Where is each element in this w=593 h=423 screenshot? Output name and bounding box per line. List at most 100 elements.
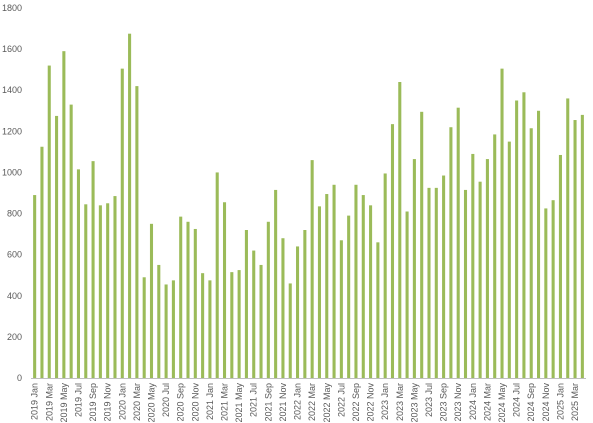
bar <box>529 128 533 378</box>
bar <box>463 189 468 378</box>
bar <box>98 205 102 378</box>
bar <box>208 280 212 378</box>
bar <box>193 228 197 378</box>
bar <box>580 114 584 378</box>
bar <box>427 187 431 378</box>
bar <box>120 68 124 378</box>
x-tick-label: 2020 Nov <box>190 383 200 422</box>
x-tick-label: 2022 Jul <box>336 383 346 417</box>
bar <box>135 86 139 379</box>
x-tick-label: 2022 Sep <box>351 383 361 422</box>
bar <box>296 246 300 378</box>
bar <box>369 205 373 378</box>
bar <box>485 159 489 378</box>
bar <box>84 204 88 378</box>
bar <box>544 208 548 378</box>
bar <box>325 194 329 378</box>
y-tick-label: 1200 <box>2 126 22 136</box>
x-tick-label: 2021 May <box>234 383 244 423</box>
bar <box>376 242 380 378</box>
x-tick-label: 2021 Jul <box>249 383 259 417</box>
y-tick-label: 200 <box>7 332 22 342</box>
x-tick-label: 2021 Mar <box>220 383 230 421</box>
bar <box>310 160 314 378</box>
bar <box>33 195 37 378</box>
bar <box>551 200 555 378</box>
bar <box>515 100 519 378</box>
x-tick-label: 2024 Nov <box>541 383 551 422</box>
bar <box>274 189 278 378</box>
x-tick-label: 2021 Sep <box>263 383 273 422</box>
bar <box>171 280 175 378</box>
bar <box>230 272 234 378</box>
bar <box>361 195 365 378</box>
x-tick-label: 2020 Sep <box>176 383 186 422</box>
bar <box>179 216 183 378</box>
x-tick-label: 2021 Jan <box>205 383 215 420</box>
x-tick-label: 2019 Mar <box>44 383 54 421</box>
bar <box>113 196 117 378</box>
bar <box>266 221 270 378</box>
bar <box>347 215 351 378</box>
x-tick-label: 2025 Mar <box>570 383 580 421</box>
bar <box>69 104 73 379</box>
bar <box>186 221 190 378</box>
bar <box>449 127 453 378</box>
bar <box>76 169 80 378</box>
bar <box>237 270 241 378</box>
y-tick-label: 0 <box>17 373 22 383</box>
x-tick-label: 2021 Nov <box>278 383 288 422</box>
x-tick-label: 2024 May <box>497 383 507 423</box>
bar <box>339 240 343 378</box>
bar <box>128 33 132 378</box>
x-tick-label: 2023 Nov <box>453 383 463 422</box>
bar <box>566 98 570 378</box>
bar <box>317 206 321 378</box>
x-tick-label: 2024 Sep <box>526 383 536 422</box>
bar <box>222 202 227 378</box>
bar <box>507 141 511 378</box>
bar <box>157 264 161 378</box>
bar <box>434 187 438 378</box>
bar <box>252 250 256 378</box>
x-tick-label: 2019 Sep <box>88 383 98 422</box>
x-tick-label: 2025 Jan <box>555 383 565 420</box>
x-tick-label: 2023 Mar <box>395 383 405 421</box>
bar <box>142 277 146 378</box>
bar <box>91 161 95 378</box>
x-tick-label: 2019 Jul <box>73 383 83 417</box>
bar <box>259 264 263 378</box>
bar <box>215 172 219 378</box>
bar <box>244 230 248 378</box>
x-tick-label: 2019 Jan <box>30 383 40 420</box>
x-tick-label: 2024 Jan <box>468 383 478 420</box>
x-tick-label: 2020 Jul <box>161 383 171 417</box>
bar <box>390 124 395 378</box>
x-tick-label: 2022 Jan <box>293 383 303 420</box>
bar <box>164 284 168 378</box>
bar <box>471 153 475 378</box>
y-tick-label: 1800 <box>2 3 22 13</box>
y-tick-label: 1400 <box>2 85 22 95</box>
bar <box>478 181 482 378</box>
bar <box>281 238 285 378</box>
x-tick-label: 2019 Nov <box>103 383 113 422</box>
bar <box>106 203 110 378</box>
x-tick-label: 2023 May <box>409 383 419 423</box>
x-tick-label: 2020 May <box>146 383 156 423</box>
bar <box>303 230 307 378</box>
bar <box>201 273 205 378</box>
bar <box>405 211 409 378</box>
y-axis: 0 200 400 600 800 1000 1200 1400 1600 1800 <box>2 3 22 383</box>
x-tick-label: 2023 Jan <box>380 383 390 420</box>
x-tick-label: 2022 Nov <box>366 383 376 422</box>
x-tick-label: 2024 Mar <box>482 383 492 421</box>
bar <box>456 107 460 378</box>
bar <box>493 134 497 378</box>
bar <box>62 51 66 379</box>
y-tick-label: 400 <box>7 291 22 301</box>
x-axis: 2019 Jan 2019 Mar 2019 May 2019 Jul 2019 Sep… <box>30 383 580 423</box>
bar <box>558 154 562 378</box>
y-tick-label: 1000 <box>2 167 22 177</box>
